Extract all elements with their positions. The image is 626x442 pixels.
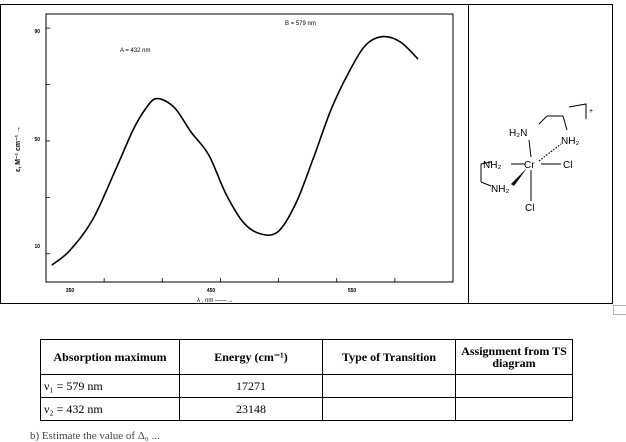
- cell-type[interactable]: [322, 374, 456, 398]
- table-header-row: Absorption maximum Energy (cm⁻¹) Type of…: [40, 339, 573, 375]
- cr-complex-structure: + H₂N NH₂ NH₂ Cr Cl NH₂ Cl: [480, 103, 593, 214]
- table-row: ν₂ = 432 nm 23148: [40, 397, 573, 421]
- cell-energy: 17271: [179, 374, 323, 398]
- x-tick-label-450: 450: [207, 288, 216, 294]
- atom-nh2-left: NH₂: [483, 160, 501, 171]
- col-absorption-maximum: Absorption maximum: [40, 339, 180, 375]
- col-energy: Energy (cm⁻¹): [179, 339, 323, 375]
- corner-box: [613, 305, 626, 315]
- atom-nh2-right: NH₂: [561, 136, 579, 147]
- plot-area: [45, 13, 454, 283]
- cell-assignment[interactable]: [455, 374, 573, 398]
- y-tick-label-90: 90: [34, 29, 40, 35]
- y-tick-label-10: 10: [34, 244, 40, 250]
- col-assignment: Assignment from TS diagram: [455, 339, 573, 375]
- col-type-of-transition: Type of Transition: [322, 339, 456, 375]
- cell-type[interactable]: [322, 397, 456, 421]
- atom-h2n-top: H₂N: [509, 128, 527, 139]
- complex-charge: +: [589, 108, 593, 115]
- atom-cr: Cr: [524, 160, 535, 171]
- figure-divider: [468, 4, 469, 304]
- cell-assignment[interactable]: [455, 397, 573, 421]
- figure-frame: [0, 4, 613, 304]
- spectrum-line: [51, 35, 419, 266]
- annotation-a: A = 432 nm: [120, 48, 151, 54]
- y-axis-label: ε, M⁻¹ cm⁻¹ →: [15, 126, 22, 172]
- x-tick-label-350: 350: [66, 288, 75, 294]
- atom-cl-right: Cl: [563, 160, 572, 171]
- atom-cl-bottom: Cl: [525, 203, 534, 214]
- cell-absorption: ν₁ = 579 nm: [40, 374, 180, 398]
- absorption-table: Absorption maximum Energy (cm⁻¹) Type of…: [40, 339, 573, 421]
- cell-absorption: ν₂ = 432 nm: [40, 397, 180, 421]
- x-axis-label: λ , nm ——→: [197, 298, 233, 304]
- question-text-clipped: b) Estimate the value of Δ₀ ...: [30, 430, 160, 442]
- atom-nh2-bottom: NH₂: [491, 184, 509, 195]
- annotation-b: B = 579 nm: [285, 21, 316, 27]
- cell-energy: 23148: [179, 397, 323, 421]
- y-tick-label-50: 50: [34, 137, 40, 143]
- x-tick-label-550: 550: [348, 288, 357, 294]
- table-row: ν₁ = 579 nm 17271: [40, 374, 573, 398]
- absorption-spectrum-chart: A = 432 nm B = 579 nm 350 450 550 90 50 …: [15, 13, 454, 304]
